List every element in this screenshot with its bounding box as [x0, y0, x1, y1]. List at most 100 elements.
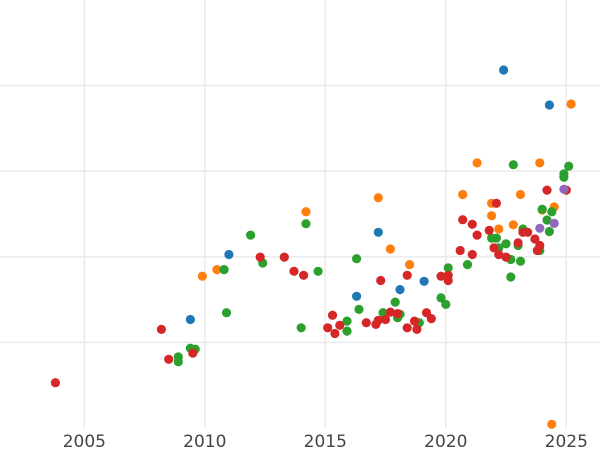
data-point-s0-5: [419, 276, 429, 286]
horizontal-gridlines: [0, 84, 600, 344]
data-point-s3-21: [409, 316, 420, 326]
data-point-s2-16: [390, 297, 400, 307]
data-point-s2-23: [462, 260, 473, 270]
data-point-s3-8: [323, 323, 333, 333]
data-point-s3-18: [393, 309, 403, 319]
data-point-s2-35: [537, 204, 547, 214]
data-point-s2-29: [508, 160, 518, 170]
data-point-s3-20: [402, 270, 412, 280]
data-point-s3-7: [299, 270, 309, 280]
data-point-s2-8: [296, 323, 306, 333]
data-point-s2-4: [219, 265, 229, 275]
data-point-s1-5: [405, 260, 415, 270]
data-point-s0-6: [499, 65, 509, 75]
data-point-s0-1: [224, 249, 234, 260]
data-point-s2-12: [342, 326, 352, 336]
data-point-s3-28: [455, 245, 465, 256]
x-tick-label-2010: 2010: [183, 432, 226, 450]
data-point-s3-29: [458, 215, 468, 225]
data-point-s3-5: [279, 252, 289, 262]
data-point-s1-10: [494, 224, 504, 234]
data-point-s2-10: [313, 266, 323, 276]
data-point-s4-2: [559, 184, 569, 194]
data-point-s2-5: [221, 308, 232, 318]
data-point-s3-10: [330, 328, 340, 339]
data-point-s3-0: [50, 378, 61, 388]
data-point-s0-4: [395, 285, 405, 295]
data-point-s2-14: [354, 304, 364, 314]
data-point-s2-21: [441, 299, 451, 309]
data-point-s0-3: [373, 227, 383, 237]
data-point-s1-0: [197, 271, 207, 281]
data-point-s2-27: [501, 239, 511, 249]
data-point-s3-2: [164, 354, 174, 364]
data-point-s3-41: [530, 234, 540, 244]
x-tick-label-2020: 2020: [424, 432, 467, 450]
data-point-s3-31: [467, 249, 477, 260]
data-point-s3-40: [523, 227, 533, 237]
data-point-s3-35: [491, 198, 501, 208]
x-tick-label-2015: 2015: [304, 432, 347, 450]
x-tick-label-2005: 2005: [63, 432, 106, 450]
data-point-s1-16: [566, 99, 576, 109]
data-point-s3-19: [402, 323, 412, 333]
data-point-s2-6: [246, 230, 256, 240]
data-point-s3-17: [385, 307, 395, 317]
data-point-s3-1: [156, 324, 166, 334]
data-point-s1-2: [301, 207, 311, 217]
data-point-s3-27: [443, 275, 453, 286]
data-point-s1-6: [458, 189, 468, 200]
data-point-s1-3: [373, 193, 383, 203]
data-point-s2-1: [173, 357, 183, 367]
data-point-s4-1: [549, 218, 559, 228]
data-point-s2-37: [544, 226, 555, 237]
data-point-s3-32: [472, 230, 482, 240]
data-point-s1-9: [487, 211, 497, 221]
data-point-s3-14: [373, 315, 383, 325]
data-point-s3-6: [289, 266, 299, 276]
data-point-s3-24: [426, 314, 436, 324]
data-point-s3-34: [489, 243, 499, 253]
data-point-s2-11: [342, 316, 352, 326]
data-point-s2-13: [352, 254, 362, 264]
data-points: [50, 65, 576, 429]
data-point-s3-33: [484, 225, 494, 235]
data-point-s1-13: [535, 158, 545, 168]
data-point-s2-38: [547, 207, 557, 217]
data-point-s3-25: [436, 271, 446, 281]
data-point-s2-40: [559, 172, 569, 182]
data-point-s3-22: [412, 324, 422, 334]
data-point-s2-36: [542, 215, 552, 225]
data-point-s1-12: [515, 189, 526, 200]
data-point-s1-1: [212, 265, 222, 275]
data-point-s0-7: [544, 100, 555, 110]
data-point-s3-3: [188, 348, 198, 358]
data-point-s2-22: [443, 263, 453, 273]
data-point-s3-37: [501, 252, 511, 262]
data-point-s1-11: [508, 220, 518, 230]
data-point-s3-9: [327, 310, 338, 320]
data-point-s2-32: [515, 256, 526, 266]
data-point-s3-4: [255, 252, 265, 262]
data-point-s3-38: [513, 238, 523, 248]
data-point-s2-20: [436, 293, 446, 303]
data-point-s3-30: [467, 219, 477, 229]
data-point-s2-9: [301, 219, 311, 229]
data-point-s2-30: [506, 272, 516, 282]
data-point-s3-16: [380, 314, 391, 325]
data-point-s4-0: [535, 223, 545, 233]
data-point-s3-43: [535, 240, 545, 251]
data-point-s1-4: [385, 244, 395, 254]
data-point-s3-15: [376, 275, 386, 286]
data-point-s0-2: [352, 291, 362, 301]
data-point-s3-44: [542, 185, 552, 195]
data-point-s3-12: [361, 318, 371, 328]
vertical-gridlines: [83, 0, 567, 428]
data-point-s3-11: [335, 320, 345, 330]
data-point-s1-17: [547, 419, 557, 429]
data-point-s2-25: [491, 233, 501, 243]
data-point-s1-7: [472, 158, 482, 168]
data-point-s3-36: [494, 249, 504, 260]
x-axis-tick-labels: 2005 2010 2015 2020 2025: [63, 432, 588, 450]
